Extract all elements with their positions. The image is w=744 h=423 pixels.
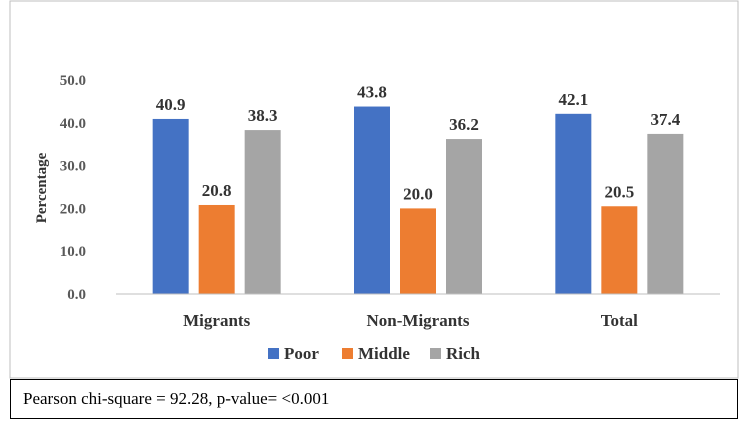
legend-label-middle: Middle <box>358 344 410 363</box>
data-label: 38.3 <box>248 106 278 125</box>
legend-swatch-middle <box>342 348 353 359</box>
legend-swatch-rich <box>430 348 441 359</box>
legend: Poor Middle Rich <box>268 344 481 363</box>
bars: 40.9 20.8 38.3 43.8 20.0 36.2 42.1 20.5 37.4 <box>152 83 684 294</box>
y-axis-label: Percentage <box>34 152 50 223</box>
statistics-note: Pearson chi-square = 92.28, p-value= <0.… <box>10 379 738 419</box>
y-tick-label: 20.0 <box>60 201 86 217</box>
data-label: 37.4 <box>650 110 680 129</box>
legend-swatch-poor <box>268 348 279 359</box>
data-label: 20.5 <box>604 182 634 201</box>
statistics-note-text: Pearson chi-square = 92.28, p-value= <0.… <box>23 389 330 408</box>
bar-poor-total <box>555 113 592 294</box>
x-axis-ticks: Migrants Non-Migrants Total <box>183 311 638 330</box>
bar-poor-non-migrants <box>354 106 390 294</box>
x-tick-label: Migrants <box>183 311 250 330</box>
data-label: 36.2 <box>449 115 479 134</box>
legend-label-rich: Rich <box>446 344 481 363</box>
legend-label-poor: Poor <box>284 344 319 363</box>
bar-middle-total <box>601 206 638 294</box>
bar-rich-total <box>647 133 684 294</box>
y-tick-label: 40.0 <box>60 116 86 132</box>
x-tick-label: Non-Migrants <box>367 311 470 330</box>
data-label: 42.1 <box>558 90 588 109</box>
data-label: 40.9 <box>156 95 186 114</box>
data-label: 20.0 <box>403 184 433 203</box>
y-tick-label: 30.0 <box>60 159 86 175</box>
y-tick-label: 0.0 <box>67 287 86 303</box>
y-tick-label: 10.0 <box>60 244 86 260</box>
y-axis-ticks: 0.0 10.0 20.0 30.0 40.0 50.0 <box>60 73 86 303</box>
data-label: 20.8 <box>202 181 232 200</box>
bar-middle-non-migrants <box>400 208 436 294</box>
bar-rich-migrants <box>244 130 281 294</box>
y-tick-label: 50.0 <box>60 73 86 89</box>
bar-middle-migrants <box>198 204 235 294</box>
data-label: 43.8 <box>357 83 387 102</box>
bar-poor-migrants <box>152 118 189 294</box>
bar-rich-non-migrants <box>446 139 482 294</box>
x-tick-label: Total <box>601 311 638 330</box>
